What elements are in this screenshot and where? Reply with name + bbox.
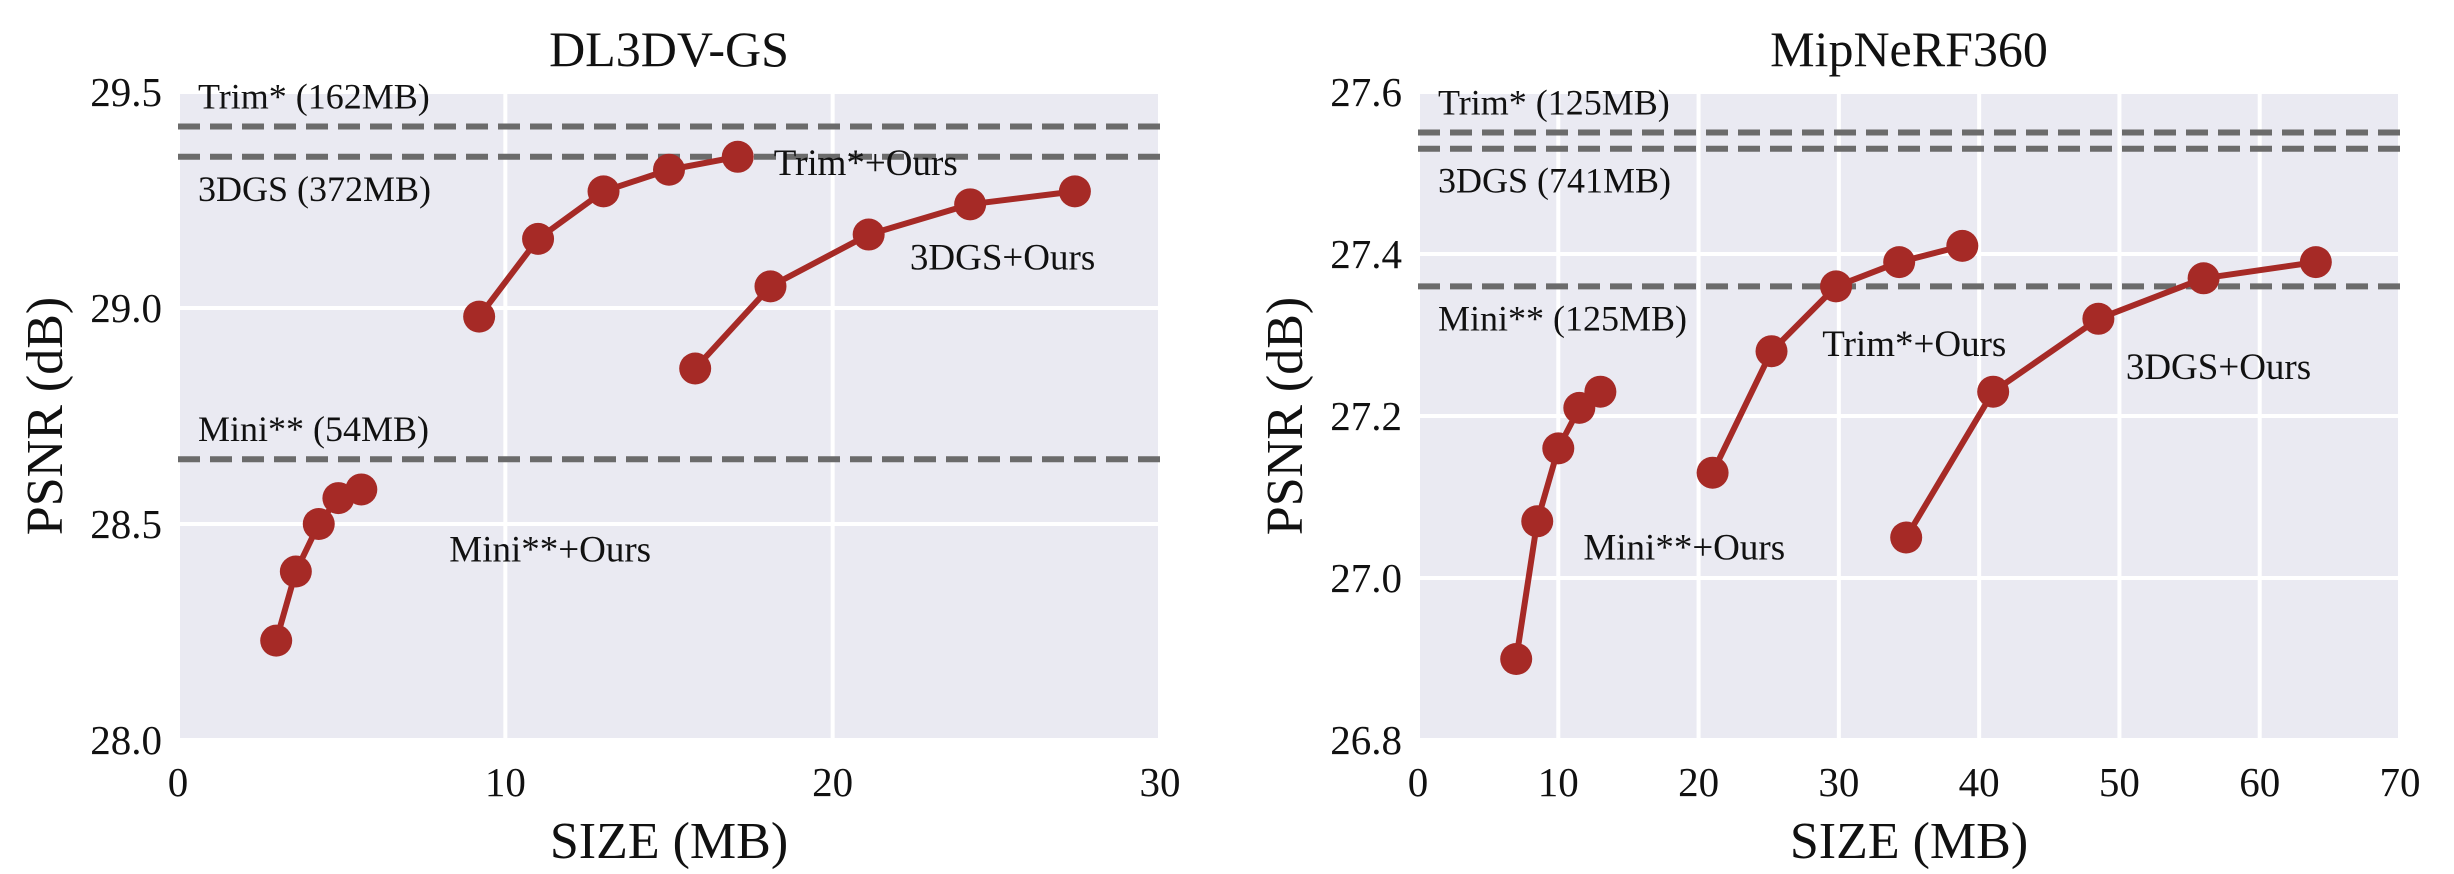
y-tick-labels: 26.8 27.0 27.2 27.4 27.6 [1330, 69, 1402, 763]
data-point [1500, 643, 1533, 675]
x-tick-labels: 0 10 20 30 [168, 759, 1181, 805]
series-group: Mini**+Ours Trim*+Ours 3DGS+Ours [260, 140, 1095, 657]
data-point [279, 555, 312, 588]
reference-label: 3DGS (741MB) [1438, 161, 1671, 201]
reference-lines: Trim* (162MB) 3DGS (372MB) Mini** (54MB) [178, 77, 1160, 463]
data-point [754, 270, 787, 303]
y-tick-labels: 28.0 28.5 29.0 29.5 [90, 69, 162, 763]
data-point [1890, 521, 1923, 554]
y-tick-label: 27.2 [1330, 393, 1402, 439]
x-tick-label: 40 [1959, 759, 2000, 805]
x-tick-labels: 0 10 20 30 40 50 60 70 [1408, 759, 2421, 805]
panel-mipnerf360: Trim* (125MB)3DGS (741MB)Mini** (125MB) … [1257, 21, 2421, 870]
data-point [679, 352, 712, 385]
series-label: Mini**+Ours [449, 529, 651, 570]
data-point [852, 218, 885, 251]
x-gridlines [176, 92, 1162, 740]
data-point [302, 508, 335, 540]
data-point [2299, 246, 2332, 279]
data-point [2082, 302, 2115, 335]
data-point [721, 140, 754, 173]
x-tick-label: 10 [1538, 759, 1579, 805]
panel-dl3dv-gs: Trim* (162MB) 3DGS (372MB) Mini** (54MB) M… [17, 21, 1181, 870]
data-point [1521, 505, 1554, 538]
reference-label: Mini** (125MB) [1438, 298, 1687, 338]
data-point [587, 175, 620, 208]
data-point [1696, 456, 1729, 489]
data-point [1542, 432, 1575, 465]
data-point [1584, 375, 1617, 408]
y-tick-label: 28.0 [90, 717, 162, 763]
x-tick-label: 20 [812, 759, 853, 805]
y-tick-label: 27.4 [1330, 231, 1402, 277]
x-axis-label: SIZE (MB) [1790, 813, 2028, 870]
x-tick-label: 0 [1408, 759, 1429, 805]
data-point [260, 624, 293, 657]
reference-lines: Trim* (125MB) 3DGS (741MB) Mini** (125MB) [1418, 83, 2400, 338]
reference-label: Trim* (162MB) [198, 77, 430, 117]
data-point [463, 300, 496, 333]
series-label: Trim*+Ours [1822, 324, 2006, 365]
reference-label: Trim* (125MB) [1438, 83, 1670, 123]
series-label: 3DGS+Ours [2126, 347, 2311, 388]
y-axis-label: PSNR (dB) [17, 297, 74, 535]
x-tick-label: 30 [1818, 759, 1859, 805]
x-tick-label: 0 [168, 759, 189, 805]
y-tick-label: 27.6 [1330, 69, 1402, 115]
x-tick-label: 50 [2099, 759, 2140, 805]
data-point [1946, 229, 1979, 262]
data-point [1977, 375, 2010, 408]
data-point [1820, 270, 1853, 303]
data-point [954, 188, 987, 221]
y-tick-label: 26.8 [1330, 717, 1402, 763]
data-point [1883, 246, 1916, 279]
series-label: Mini**+Ours [1583, 528, 1785, 569]
x-tick-label: 30 [1140, 759, 1181, 805]
x-axis-label: SIZE (MB) [550, 813, 788, 870]
data-point [1755, 335, 1788, 368]
series-group: Mini**+Ours Trim*+Ours 3DGS+Ours [1500, 229, 2332, 675]
data-point [522, 222, 555, 255]
y-tick-label: 29.0 [90, 285, 162, 331]
reference-label: Mini** (54MB) [198, 409, 429, 449]
y-tick-label: 29.5 [90, 69, 162, 115]
data-point [345, 473, 378, 506]
x-tick-label: 70 [2380, 759, 2421, 805]
series-label: Trim*+Ours [774, 143, 958, 184]
data-point [653, 153, 685, 186]
data-point [2187, 262, 2220, 295]
reference-label: 3DGS (372MB) [198, 169, 431, 209]
y-axis-label: PSNR (dB) [1257, 297, 1314, 535]
chart-title: MipNeRF360 [1770, 21, 2048, 77]
data-point [1058, 175, 1091, 208]
x-tick-label: 60 [2239, 759, 2280, 805]
y-tick-label: 28.5 [90, 501, 162, 547]
x-tick-label: 10 [485, 759, 526, 805]
series-label: 3DGS+Ours [910, 237, 1095, 278]
y-gridlines [178, 90, 1160, 742]
x-tick-label: 20 [1678, 759, 1719, 805]
y-tick-label: 27.0 [1330, 555, 1402, 601]
chart-title: DL3DV-GS [549, 21, 789, 77]
